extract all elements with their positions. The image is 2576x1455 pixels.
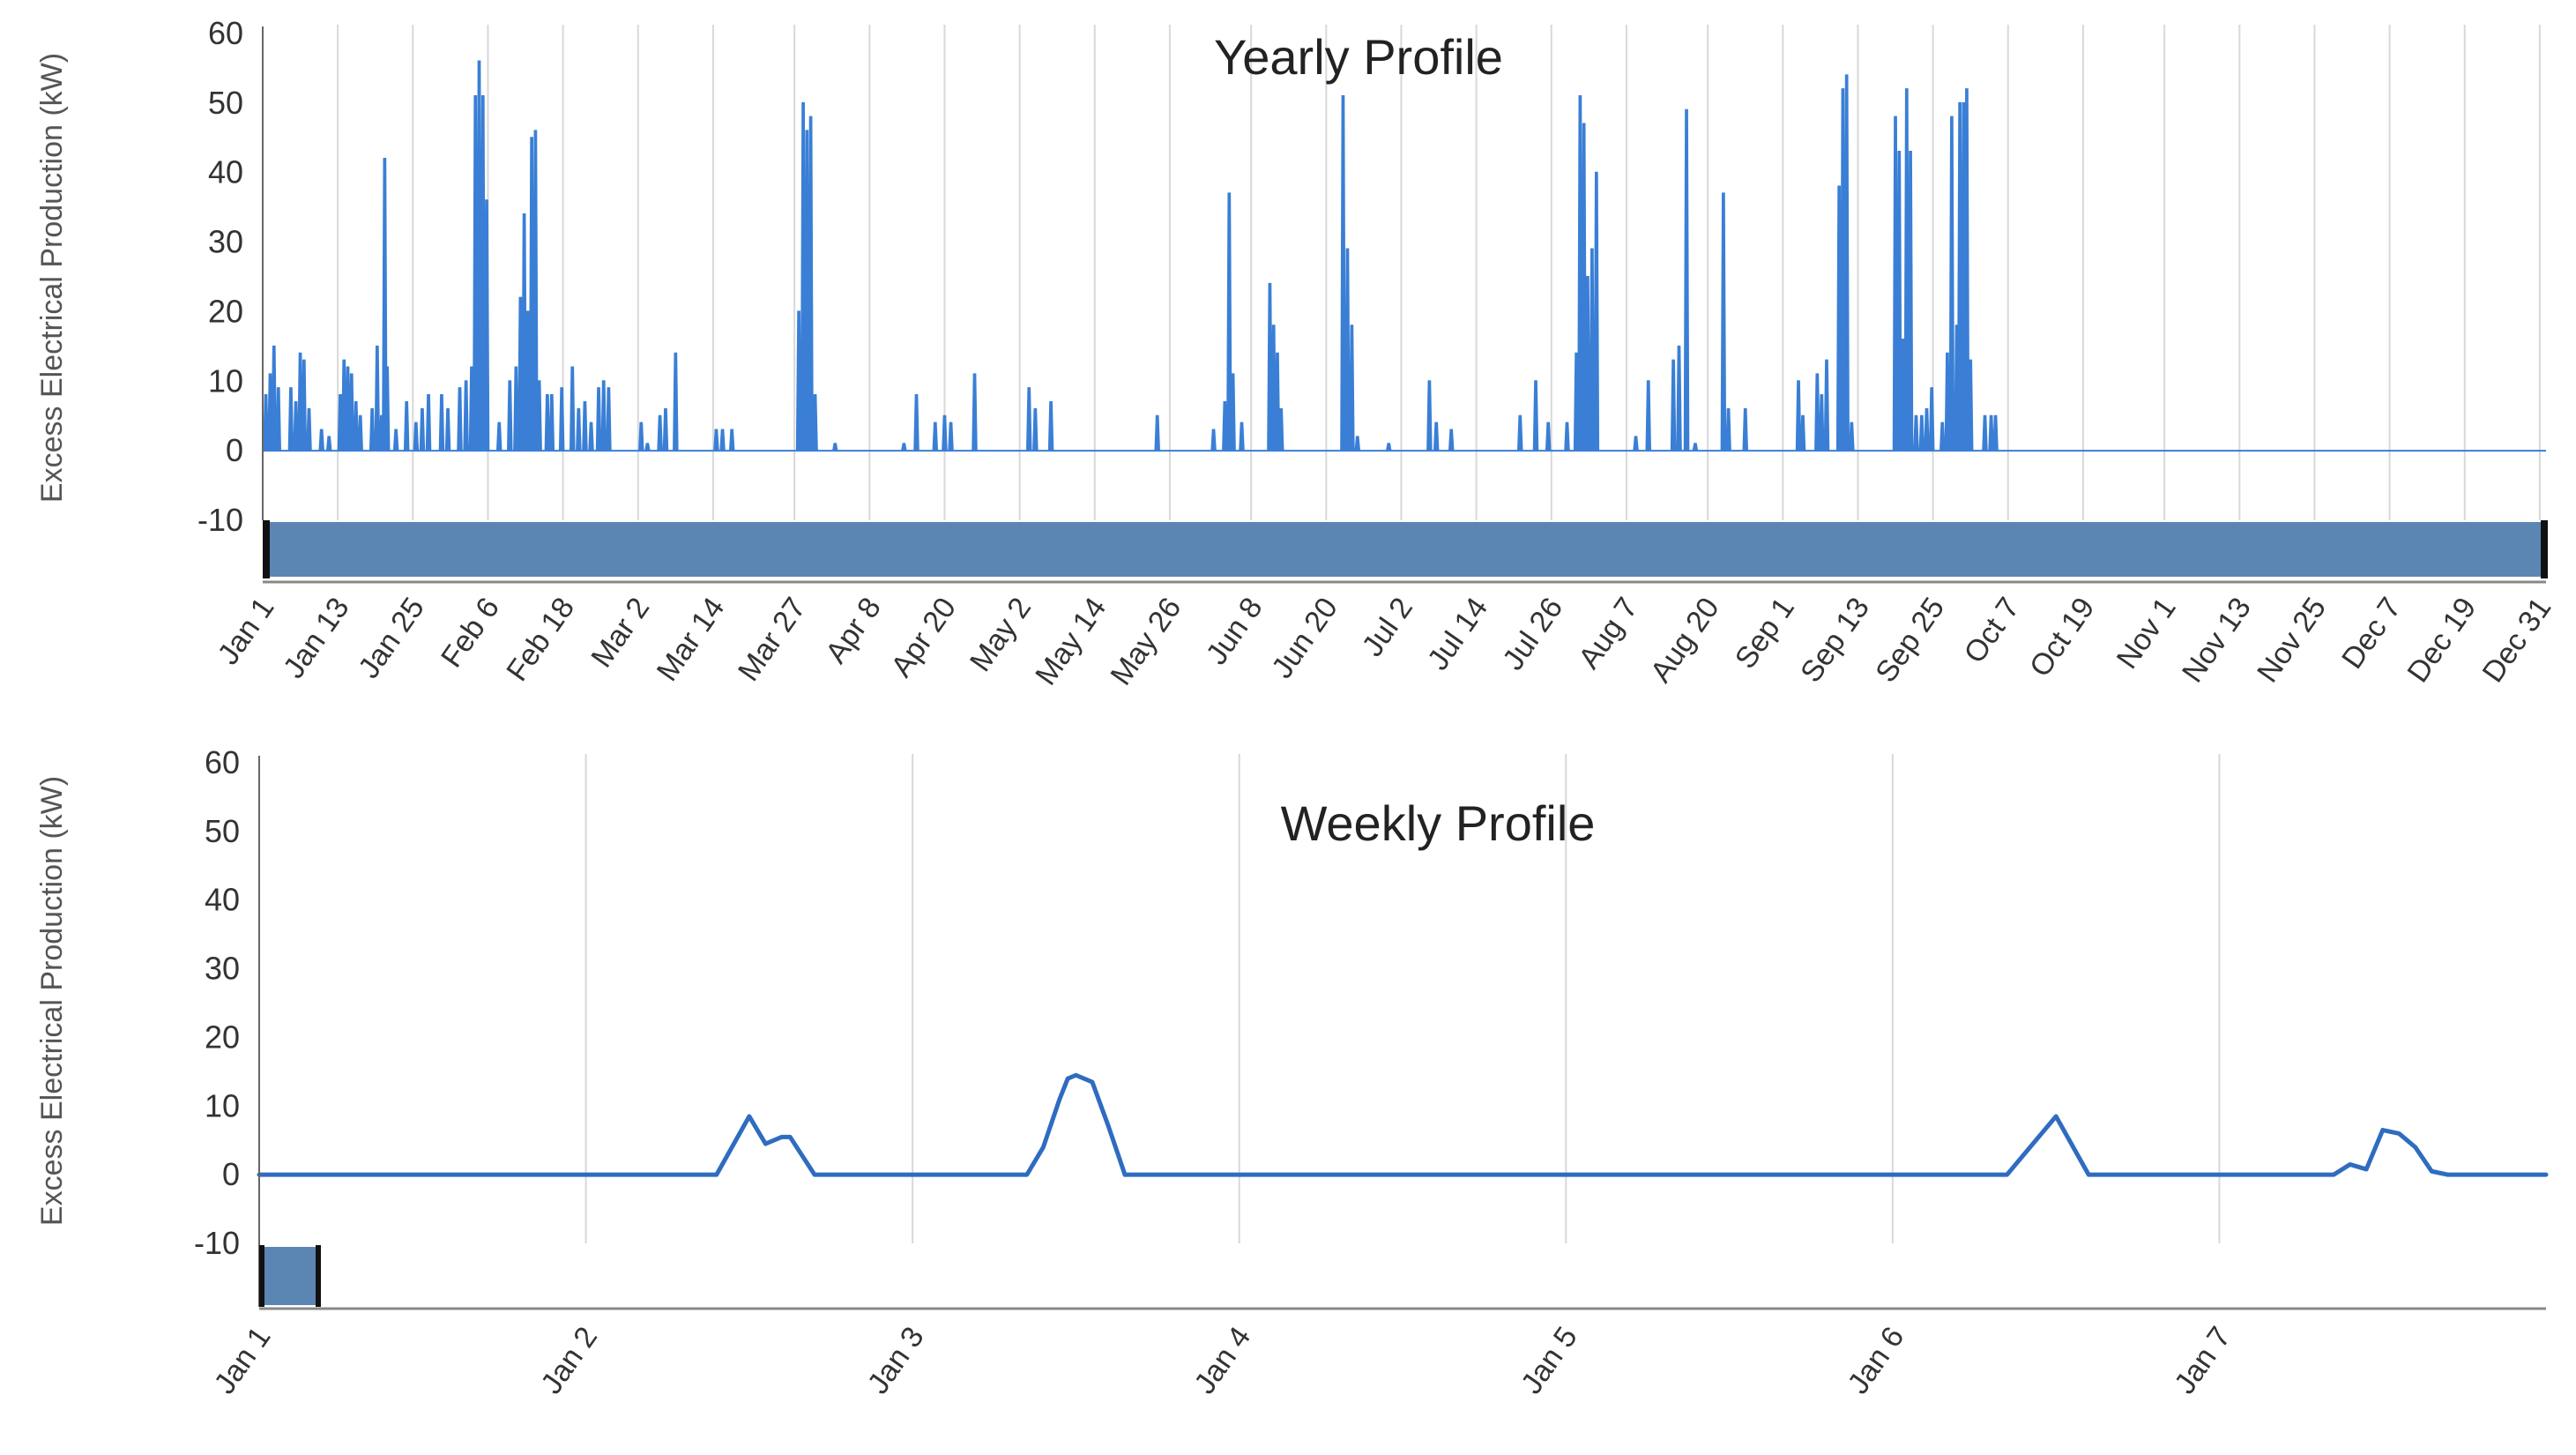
yearly-y-tick-label: 10	[208, 362, 243, 399]
weekly-x-tick-label: Jan 2	[534, 1321, 604, 1400]
weekly-y-tick-label: 20	[205, 1018, 240, 1055]
yearly-x-tick-label: Feb 6	[435, 592, 506, 674]
yearly-y-tick-label: 40	[208, 154, 243, 190]
yearly-x-tick-label: Dec 19	[2401, 592, 2483, 689]
weekly-y-tick-label: 30	[205, 951, 240, 987]
weekly-data-line	[257, 1072, 2549, 1177]
yearly-y-axis-label: Excess Electrical Production (kW)	[35, 53, 69, 503]
yearly-x-tick-label: Jun 20	[1265, 592, 1344, 684]
yearly-x-tick-label: Sep 1	[1729, 592, 1801, 675]
weekly-x-tick-label: Jan 1	[208, 1321, 278, 1400]
yearly-x-tick-label: Mar 27	[732, 592, 813, 687]
weekly-navigator-selection[interactable]	[261, 1247, 317, 1305]
yearly-x-tick-label: Jul 2	[1356, 592, 1419, 663]
weekly-y-tick-label: 40	[205, 882, 240, 918]
yearly-x-tick-label: Jul 14	[1421, 592, 1494, 676]
yearly-x-tick-label: Feb 18	[500, 592, 581, 688]
weekly-x-tick-label: Jan 4	[1187, 1321, 1257, 1400]
yearly-x-tick-label: Jan 25	[352, 592, 431, 684]
yearly-x-tick-label: May 26	[1104, 592, 1187, 691]
yearly-x-tick-label: Apr 20	[884, 592, 963, 683]
yearly-x-tick-label: Nov 1	[2111, 592, 2183, 675]
yearly-y-tick-label: 60	[208, 15, 243, 51]
yearly-x-tick-label: Oct 7	[1958, 592, 2027, 669]
yearly-y-tick-label: 30	[208, 224, 243, 260]
yearly-data-area	[263, 60, 2546, 452]
weekly-x-tick-label: Jan 5	[1515, 1321, 1584, 1400]
weekly-x-tick-labels: Jan 1 Jan 2 Jan 3 Jan 4 Jan 5 Jan 6 Jan 7	[208, 1321, 2237, 1400]
yearly-y-tick-label: 50	[208, 85, 243, 121]
yearly-x-tick-label: May 2	[964, 592, 1038, 678]
yearly-x-tick-label: Nov 13	[2176, 592, 2258, 689]
weekly-x-tick-label: Jan 7	[2168, 1321, 2237, 1400]
yearly-x-tick-label: Aug 7	[1572, 592, 1644, 675]
yearly-x-tick-label: Jul 26	[1496, 592, 1569, 676]
yearly-x-tick-label: Dec 31	[2476, 592, 2558, 689]
yearly-x-tick-label: Aug 20	[1644, 592, 1726, 689]
weekly-chart-title: Weekly Profile	[1281, 795, 1596, 851]
yearly-x-tick-label: Nov 25	[2251, 592, 2333, 689]
yearly-y-tick-label: 20	[208, 293, 243, 329]
yearly-x-tick-label: Jan 1	[212, 592, 281, 671]
weekly-y-tick-label: 60	[205, 744, 240, 780]
weekly-vertical-gridlines	[584, 754, 2221, 1243]
weekly-x-tick-label: Jan 3	[861, 1321, 931, 1400]
weekly-navigator-right-handle[interactable]	[316, 1245, 321, 1307]
weekly-y-tick-label: 0	[222, 1156, 240, 1192]
yearly-x-tick-label: Oct 19	[2023, 592, 2102, 683]
weekly-x-tick-label: Jan 6	[1842, 1321, 1911, 1400]
yearly-navigator-right-handle[interactable]	[2541, 520, 2548, 578]
weekly-y-tick-label: 10	[205, 1087, 240, 1123]
yearly-navigator-selection[interactable]	[264, 522, 2544, 577]
yearly-x-tick-label: Sep 13	[1794, 592, 1876, 689]
yearly-x-tick-label: Jan 13	[277, 592, 356, 684]
weekly-range-navigator[interactable]	[259, 1245, 321, 1307]
yearly-chart-title: Yearly Profile	[1214, 29, 1503, 85]
weekly-y-tick-label: -10	[194, 1225, 240, 1261]
yearly-vertical-gridlines	[337, 25, 2541, 520]
yearly-y-tick-labels: 60 50 40 30 20 10 0 -10	[197, 15, 243, 538]
weekly-y-tick-label: 50	[205, 813, 240, 849]
yearly-x-tick-label: Mar 2	[584, 592, 656, 674]
yearly-x-tick-label: Apr 8	[819, 592, 888, 669]
yearly-y-tick-label: -10	[197, 502, 243, 538]
weekly-navigator-left-handle[interactable]	[259, 1245, 264, 1307]
weekly-y-axis-label: Excess Electrical Production (kW)	[35, 776, 69, 1226]
yearly-y-tick-label: 0	[226, 432, 243, 468]
yearly-x-tick-label: Mar 14	[651, 592, 732, 687]
yearly-x-tick-label: May 14	[1029, 592, 1113, 691]
weekly-y-tick-labels: 60 50 40 30 20 10 0 -10	[194, 744, 240, 1261]
yearly-x-tick-label: Dec 7	[2335, 592, 2408, 675]
yearly-navigator-left-handle[interactable]	[263, 520, 270, 578]
yearly-x-tick-label: Sep 25	[1869, 592, 1951, 689]
yearly-range-navigator[interactable]	[263, 520, 2548, 578]
yearly-x-tick-label: Jun 8	[1200, 592, 1269, 671]
